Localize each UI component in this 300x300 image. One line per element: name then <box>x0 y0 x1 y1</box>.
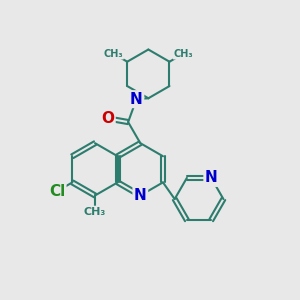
Text: N: N <box>130 92 143 107</box>
Text: N: N <box>205 170 217 185</box>
Text: CH₃: CH₃ <box>84 207 106 217</box>
Text: N: N <box>134 188 147 203</box>
Text: CH₃: CH₃ <box>174 49 194 58</box>
Text: CH₃: CH₃ <box>103 49 123 58</box>
Text: O: O <box>101 111 114 126</box>
Text: Cl: Cl <box>49 184 65 199</box>
